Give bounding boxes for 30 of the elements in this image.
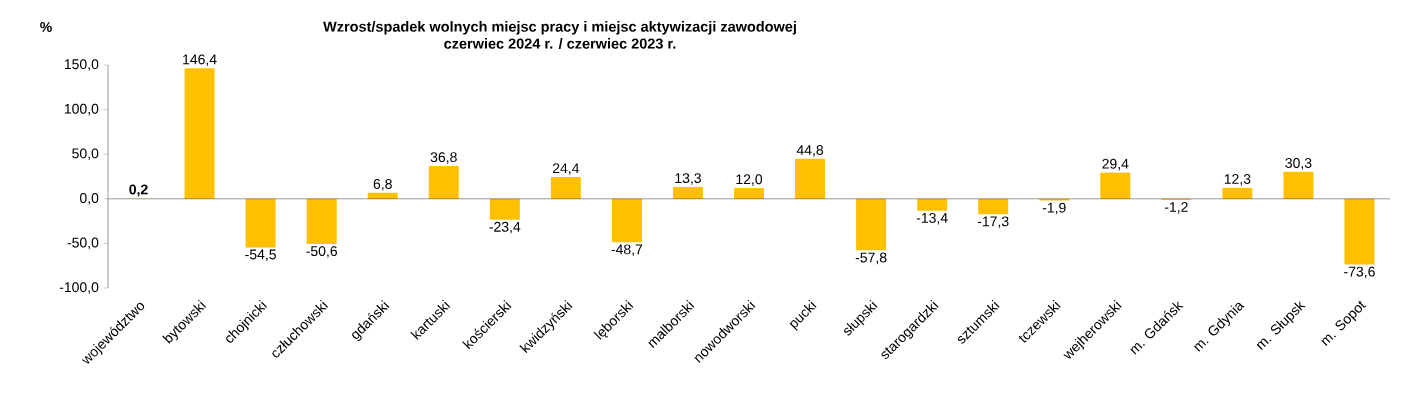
y-tick-label: -100,0: [59, 282, 99, 294]
y-tick-label: 0,0: [79, 193, 99, 205]
y-tick-label: 50,0: [72, 148, 99, 160]
data-label: 6,8: [373, 178, 392, 191]
data-label: -54,5: [245, 249, 276, 262]
data-label: 12,0: [736, 174, 763, 186]
chart-title: Wzrost/spadek wolnych miejsc pracy i miejsc aktywizacji zawodowej: [323, 21, 796, 35]
y-tick-label: 100,0: [64, 103, 99, 116]
data-label: 13,3: [675, 173, 701, 185]
data-label: 44,8: [796, 145, 824, 157]
data-label: -50,6: [306, 246, 338, 258]
data-label: 30,3: [1285, 158, 1312, 170]
data-label: -48,7: [611, 244, 643, 257]
data-label: 36,8: [430, 152, 457, 164]
data-label: 146,4: [183, 54, 217, 67]
chart-subtitle: czerwiec 2024 r. / czerwiec 2023 r.: [444, 38, 676, 49]
data-label: -1,9: [1042, 202, 1066, 215]
data-label: 24,4: [552, 163, 580, 175]
data-label: -17,3: [977, 216, 1009, 228]
data-label: -23,4: [489, 221, 521, 234]
data-label: 12,3: [1224, 174, 1251, 186]
data-label: 29,4: [1102, 158, 1129, 171]
data-label: 0,2: [129, 184, 148, 197]
y-tick-label: -50,0: [67, 237, 99, 250]
data-label: -1,2: [1164, 202, 1188, 214]
data-label: -73,6: [1344, 266, 1375, 279]
y-tick-label: 150,0: [64, 59, 99, 71]
data-label: -13,4: [916, 212, 948, 225]
y-axis-title: %: [40, 22, 52, 32]
data-label: -57,8: [855, 252, 887, 265]
